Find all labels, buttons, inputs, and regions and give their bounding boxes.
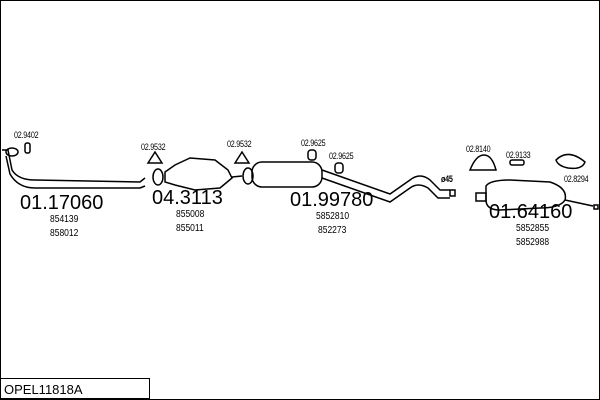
- front-pipe-drawing: [2, 142, 146, 189]
- diagram-code: OPEL11818A: [0, 378, 150, 399]
- fitting-label: 02.8140: [466, 144, 491, 154]
- fitting-label: 02.9402: [14, 130, 39, 140]
- middle-silencer-drawing: [242, 149, 456, 203]
- fitting-label: 02.9532: [141, 142, 166, 152]
- part-ref: 5852855: [516, 223, 550, 234]
- fitting-label: 02.9625: [301, 138, 326, 148]
- part-ref: 854139: [50, 214, 79, 225]
- fitting-label: 02.8294: [564, 174, 589, 184]
- rear-silencer-drawing: [468, 153, 599, 211]
- fitting-label: 02.9625: [329, 151, 354, 161]
- part-ref: 855008: [176, 209, 205, 220]
- part-number: 01.99780: [290, 189, 374, 211]
- catalytic-converter-drawing: [146, 150, 251, 191]
- part-number: 01.17060: [20, 192, 104, 214]
- part-ref: 855011: [176, 223, 204, 234]
- part-ref: 858012: [50, 228, 79, 239]
- part-number: 01.64160: [489, 201, 573, 223]
- part-ref: 5852988: [516, 237, 550, 248]
- fitting-label: 02.9532: [227, 139, 252, 149]
- part-ref: 852273: [318, 225, 347, 236]
- diameter-label: ø45: [441, 174, 453, 184]
- part-number: 04.3113: [152, 187, 223, 209]
- fitting-label: 02.9133: [506, 150, 531, 160]
- part-ref: 5852810: [316, 211, 350, 222]
